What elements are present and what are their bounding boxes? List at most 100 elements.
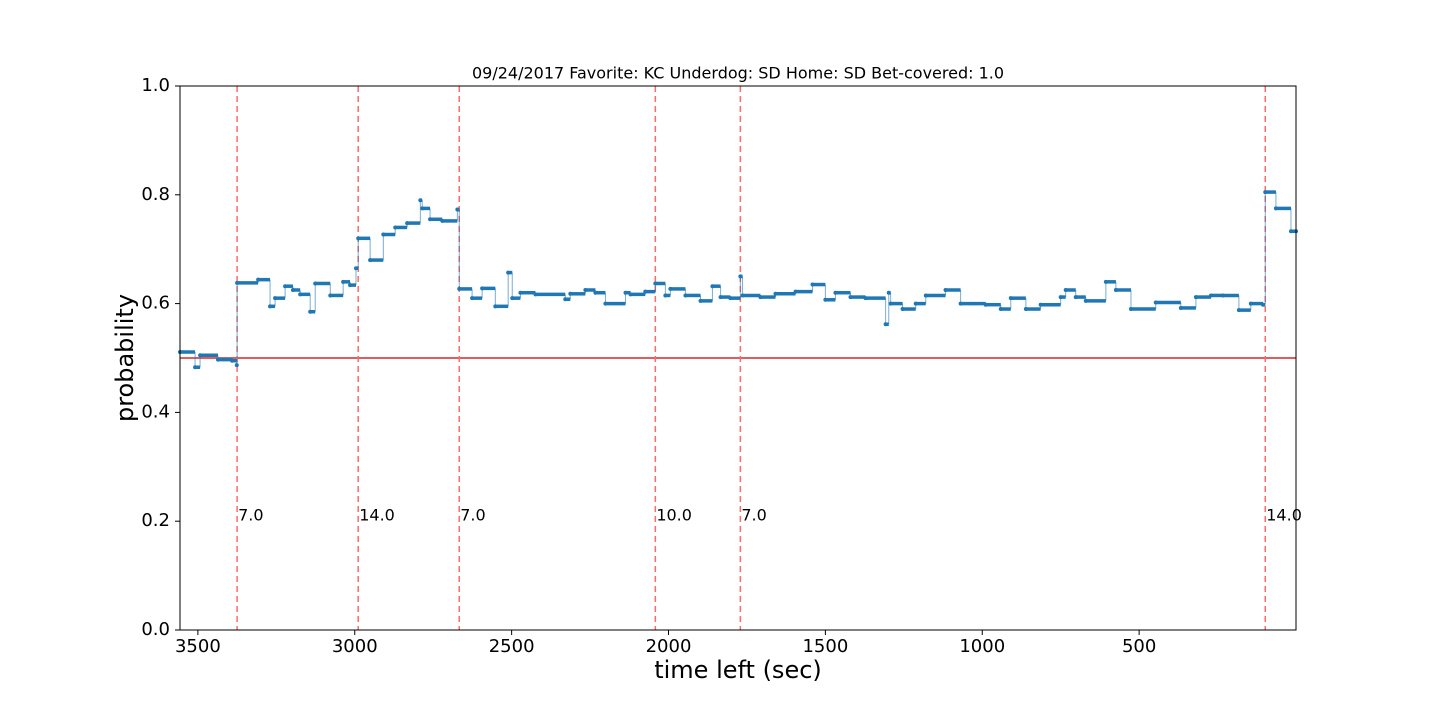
x-tick-label: 1500 xyxy=(802,636,848,657)
data-point xyxy=(1128,307,1133,312)
data-point xyxy=(1038,302,1043,307)
x-tick-label: 2500 xyxy=(489,636,535,657)
y-tick-label: 1.0 xyxy=(141,75,170,96)
data-point xyxy=(480,286,485,291)
data-point xyxy=(308,309,313,314)
data-point xyxy=(668,286,673,291)
data-point xyxy=(230,358,235,363)
x-tick-label: 3000 xyxy=(332,636,378,657)
data-point xyxy=(1178,305,1183,310)
data-point xyxy=(313,281,318,286)
data-point xyxy=(533,292,538,297)
data-point xyxy=(1103,279,1108,284)
data-point xyxy=(235,280,240,285)
data-point xyxy=(943,288,948,292)
data-point xyxy=(1073,295,1078,300)
data-point xyxy=(773,291,778,296)
event-label: 14.0 xyxy=(359,505,395,524)
data-point xyxy=(1273,206,1278,211)
data-point xyxy=(983,302,988,307)
data-point xyxy=(998,307,1003,312)
data-point xyxy=(341,279,346,284)
event-label: 7.0 xyxy=(460,505,485,524)
data-point xyxy=(1063,288,1068,292)
data-point xyxy=(958,301,963,306)
data-point xyxy=(198,353,203,358)
data-point xyxy=(563,297,568,302)
data-point xyxy=(740,293,745,298)
x-tick-label: 2000 xyxy=(646,636,692,657)
data-point xyxy=(405,221,410,226)
data-point xyxy=(368,258,373,263)
data-point xyxy=(848,295,853,300)
y-tick-label: 0.6 xyxy=(141,293,170,314)
data-point xyxy=(428,217,433,222)
data-point xyxy=(1248,301,1253,306)
data-point xyxy=(888,301,893,306)
data-point xyxy=(738,274,743,279)
data-point xyxy=(758,295,763,300)
event-label: 7.0 xyxy=(741,505,766,524)
data-point xyxy=(718,295,723,300)
data-point xyxy=(593,290,598,295)
chart-title: 09/24/2017 Favorite: KC Underdog: SD Hom… xyxy=(472,64,1004,83)
data-point xyxy=(1153,300,1158,305)
data-point xyxy=(883,322,888,327)
data-point xyxy=(234,363,239,368)
data-point xyxy=(420,206,425,211)
data-point xyxy=(268,304,273,309)
data-point xyxy=(215,357,220,362)
data-point xyxy=(643,289,648,294)
data-point xyxy=(1058,295,1063,300)
data-point xyxy=(457,286,462,291)
data-point xyxy=(603,301,608,306)
data-point xyxy=(418,198,423,203)
y-tick-label: 0.2 xyxy=(141,510,170,531)
x-tick-label: 1000 xyxy=(959,636,1005,657)
data-point xyxy=(1083,298,1088,303)
y-tick-label: 0.0 xyxy=(141,619,170,640)
data-point xyxy=(470,296,475,301)
data-point xyxy=(710,284,715,289)
data-point xyxy=(1113,288,1118,292)
data-point xyxy=(810,282,815,287)
event-label: 7.0 xyxy=(238,505,263,524)
data-point xyxy=(440,218,445,223)
data-point xyxy=(793,289,798,294)
data-point xyxy=(663,293,668,298)
data-point xyxy=(863,296,868,301)
data-point xyxy=(256,277,261,282)
data-point xyxy=(886,290,891,295)
x-tick-label: 3500 xyxy=(175,636,221,657)
y-tick-label: 0.8 xyxy=(141,184,170,205)
x-tick-label: 500 xyxy=(1122,636,1156,657)
data-point xyxy=(568,291,573,296)
data-point xyxy=(823,297,828,302)
event-label: 10.0 xyxy=(656,505,692,524)
data-point xyxy=(348,283,353,288)
data-point xyxy=(393,225,398,230)
data-point xyxy=(900,307,905,312)
data-point xyxy=(1193,295,1198,300)
data-point xyxy=(728,296,733,301)
data-point xyxy=(518,290,523,295)
data-point xyxy=(913,301,918,306)
data-point xyxy=(1008,296,1013,301)
data-point xyxy=(1288,229,1293,234)
data-point xyxy=(493,304,498,309)
x-axis-label: time left (sec) xyxy=(654,656,822,684)
data-point xyxy=(506,270,511,275)
data-point xyxy=(328,293,333,298)
data-point xyxy=(273,296,278,301)
data-point xyxy=(1208,293,1213,298)
data-point xyxy=(1263,190,1268,195)
data-point xyxy=(923,293,928,298)
data-point xyxy=(1236,308,1241,313)
data-point xyxy=(623,290,628,295)
data-point xyxy=(583,288,588,292)
data-point xyxy=(283,284,288,289)
event-label: 14.0 xyxy=(1266,505,1302,524)
data-point xyxy=(510,296,515,301)
